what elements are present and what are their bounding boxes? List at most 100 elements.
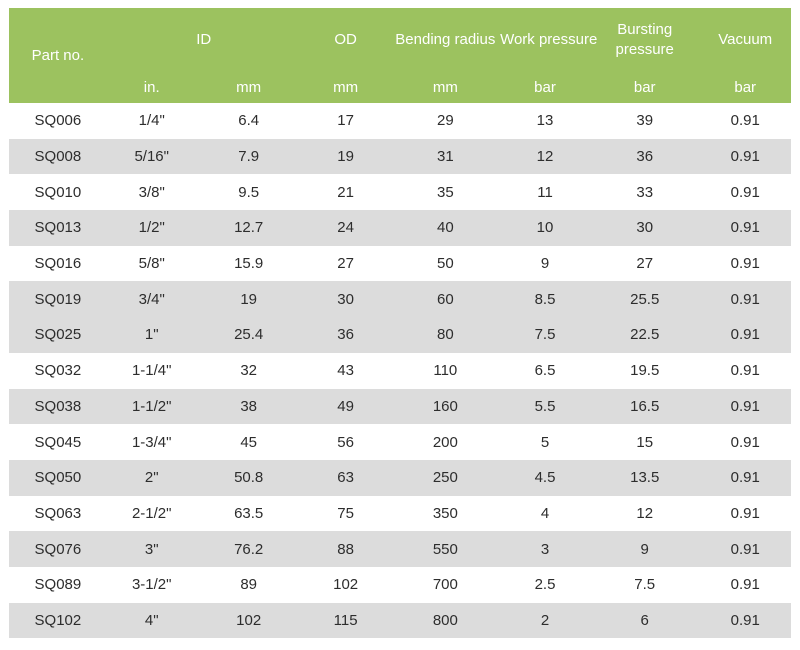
cell-id-in: 3-1/2" [106, 566, 197, 603]
cell-part-no: SQ013 [9, 210, 107, 246]
cell-id-mm: 89 [196, 566, 301, 603]
cell-od-mm: 21 [300, 174, 391, 211]
table-row: SQ032 1-1/4" 32 43 110 6.5 19.5 0.91 [9, 352, 791, 389]
cell-id-mm: 102 [196, 602, 301, 639]
cell-vacuum: 0.91 [699, 388, 791, 425]
cell-vacuum: 0.91 [699, 245, 791, 282]
col-header-id: ID [106, 8, 301, 71]
cell-id-mm: 32 [196, 352, 301, 389]
cell-bending-radius: 40 [390, 210, 501, 246]
cell-work-pressure: 10 [500, 210, 590, 246]
cell-od-mm: 19 [300, 138, 391, 175]
table-row: SQ013 1/2" 12.7 24 40 10 30 0.91 [9, 210, 791, 246]
cell-id-in: 1-3/4" [106, 424, 197, 460]
table-row: SQ038 1-1/2" 38 49 160 5.5 16.5 0.91 [9, 388, 791, 425]
cell-id-mm: 7.9 [196, 138, 301, 175]
cell-bending-radius: 80 [390, 317, 501, 353]
cell-id-in: 5/16" [106, 138, 197, 175]
unit-id-in: in. [106, 71, 197, 103]
cell-id-in: 3/4" [106, 281, 197, 318]
cell-id-mm: 15.9 [196, 245, 301, 282]
cell-part-no: SQ025 [9, 317, 107, 353]
table-row: SQ045 1-3/4" 45 56 200 5 15 0.91 [9, 424, 791, 460]
cell-vacuum: 0.91 [699, 602, 791, 639]
cell-id-in: 1/4" [106, 103, 197, 139]
cell-bending-radius: 200 [390, 424, 501, 460]
cell-id-mm: 38 [196, 388, 301, 425]
cell-vacuum: 0.91 [699, 138, 791, 175]
cell-bursting-pressure: 13.5 [589, 459, 700, 496]
unit-vacuum-bar: bar [699, 71, 791, 103]
table-row: SQ050 2" 50.8 63 250 4.5 13.5 0.91 [9, 459, 791, 496]
cell-bursting-pressure: 15 [589, 424, 700, 460]
cell-id-mm: 25.4 [196, 317, 301, 353]
table-row: SQ102 4" 102 115 800 2 6 0.91 [9, 602, 791, 639]
cell-part-no: SQ006 [9, 103, 107, 139]
cell-work-pressure: 7.5 [500, 317, 590, 353]
cell-work-pressure: 2.5 [500, 566, 590, 603]
unit-bursting-pressure-bar: bar [589, 71, 700, 103]
cell-id-mm: 19 [196, 281, 301, 318]
cell-bending-radius: 50 [390, 245, 501, 282]
cell-od-mm: 49 [300, 388, 391, 425]
cell-vacuum: 0.91 [699, 531, 791, 567]
header-row-units: in. mm mm mm bar bar bar [9, 71, 791, 103]
table-row: SQ008 5/16" 7.9 19 31 12 36 0.91 [9, 138, 791, 175]
cell-bending-radius: 60 [390, 281, 501, 318]
cell-bursting-pressure: 25.5 [589, 281, 700, 318]
cell-id-in: 1/2" [106, 210, 197, 246]
cell-id-mm: 12.7 [196, 210, 301, 246]
table-row: SQ010 3/8" 9.5 21 35 11 33 0.91 [9, 174, 791, 211]
cell-work-pressure: 3 [500, 531, 590, 567]
cell-part-no: SQ063 [9, 495, 107, 532]
cell-id-mm: 45 [196, 424, 301, 460]
cell-od-mm: 56 [300, 424, 391, 460]
cell-part-no: SQ076 [9, 531, 107, 567]
cell-od-mm: 63 [300, 459, 391, 496]
cell-id-in: 4" [106, 602, 197, 639]
cell-vacuum: 0.91 [699, 210, 791, 246]
cell-work-pressure: 4.5 [500, 459, 590, 496]
cell-bursting-pressure: 27 [589, 245, 700, 282]
table-row: SQ025 1" 25.4 36 80 7.5 22.5 0.91 [9, 317, 791, 353]
unit-bending-radius-mm: mm [390, 71, 501, 103]
cell-vacuum: 0.91 [699, 352, 791, 389]
cell-id-mm: 50.8 [196, 459, 301, 496]
cell-vacuum: 0.91 [699, 495, 791, 532]
col-header-od: OD [300, 8, 391, 71]
cell-bending-radius: 700 [390, 566, 501, 603]
cell-bursting-pressure: 16.5 [589, 388, 700, 425]
cell-work-pressure: 11 [500, 174, 590, 211]
cell-bursting-pressure: 39 [589, 103, 700, 139]
cell-bursting-pressure: 33 [589, 174, 700, 211]
col-header-work-pressure: Work pressure [500, 8, 597, 71]
cell-work-pressure: 5.5 [500, 388, 590, 425]
cell-od-mm: 36 [300, 317, 391, 353]
cell-od-mm: 30 [300, 281, 391, 318]
cell-id-in: 3/8" [106, 174, 197, 211]
cell-id-in: 1-1/2" [106, 388, 197, 425]
cell-bursting-pressure: 22.5 [589, 317, 700, 353]
cell-vacuum: 0.91 [699, 566, 791, 603]
cell-id-mm: 63.5 [196, 495, 301, 532]
cell-part-no: SQ038 [9, 388, 107, 425]
cell-id-in: 3" [106, 531, 197, 567]
table-row: SQ089 3-1/2" 89 102 700 2.5 7.5 0.91 [9, 566, 791, 603]
cell-bending-radius: 250 [390, 459, 501, 496]
cell-id-in: 1-1/4" [106, 352, 197, 389]
cell-bursting-pressure: 6 [589, 602, 700, 639]
cell-part-no: SQ102 [9, 602, 107, 639]
cell-vacuum: 0.91 [699, 424, 791, 460]
cell-bursting-pressure: 12 [589, 495, 700, 532]
unit-work-pressure-bar: bar [500, 71, 590, 103]
cell-od-mm: 75 [300, 495, 391, 532]
cell-bending-radius: 550 [390, 531, 501, 567]
cell-bending-radius: 29 [390, 103, 501, 139]
cell-work-pressure: 13 [500, 103, 590, 139]
cell-bending-radius: 800 [390, 602, 501, 639]
cell-id-mm: 76.2 [196, 531, 301, 567]
cell-bending-radius: 35 [390, 174, 501, 211]
cell-bending-radius: 31 [390, 138, 501, 175]
cell-od-mm: 43 [300, 352, 391, 389]
cell-od-mm: 17 [300, 103, 391, 139]
